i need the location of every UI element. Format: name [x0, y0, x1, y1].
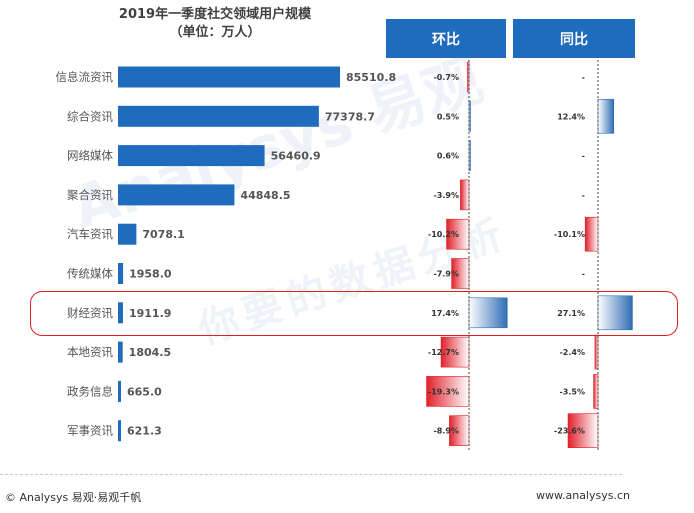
yoy-label: - — [582, 191, 585, 200]
footer-url: www.analysys.cn — [536, 489, 630, 502]
yoy-bar — [597, 295, 633, 331]
chart-title-line1: 2019年一季度社交领域用户规模 — [118, 7, 312, 22]
value-bar — [118, 223, 137, 245]
value-label: 56460.9 — [271, 150, 321, 163]
qoq-label: -7.9% — [433, 270, 459, 279]
category-label: 综合资讯 — [67, 109, 113, 123]
value-bar — [118, 145, 265, 167]
qoq-bar — [426, 376, 470, 407]
value-label: 44848.5 — [240, 189, 290, 202]
value-bar — [118, 380, 121, 402]
value-bar — [118, 341, 123, 363]
value-label: 1958.0 — [129, 268, 172, 281]
qoq-header: 环比 — [386, 19, 506, 58]
yoy-label: -2.4% — [559, 348, 585, 357]
category-label: 政务信息 — [67, 384, 113, 398]
value-label: 1804.5 — [129, 346, 171, 359]
yoy-bars: - 12.4% - - -10.1% - 27.1% -2.4% -3.5% -23.6% — [554, 60, 633, 452]
value-bar — [118, 66, 340, 88]
category-label: 网络媒体 — [67, 149, 113, 163]
qoq-label: -12.7% — [428, 348, 459, 357]
yoy-bar — [567, 413, 599, 449]
yoy-label: - — [582, 73, 585, 82]
footer-divider — [0, 474, 622, 475]
qoq-label: -0.7% — [433, 73, 459, 82]
value-bar — [118, 302, 123, 324]
value-bar — [118, 105, 319, 127]
qoq-bar — [468, 140, 471, 171]
qoq-label: -19.3% — [428, 387, 459, 396]
category-label: 军事资讯 — [67, 424, 113, 438]
value-label: 1911.9 — [129, 307, 171, 320]
highlight-frame — [30, 291, 678, 336]
yoy-header: 同比 — [513, 19, 635, 58]
qoq-bar — [440, 336, 470, 368]
yoy-label: - — [582, 152, 585, 161]
value-label: 7078.1 — [142, 228, 184, 241]
value-bar — [118, 184, 235, 206]
qoq-label: -10.2% — [428, 230, 459, 239]
main-bars: 信息流资讯 85510.8 综合资讯 77378.7 网络媒体 56460.9 聚合资讯 44… — [56, 66, 396, 442]
yoy-label: -23.6% — [554, 427, 585, 436]
qoq-label: -8.9% — [433, 427, 459, 436]
value-label: 77378.7 — [325, 110, 375, 123]
category-label: 信息流资讯 — [56, 70, 114, 84]
category-label: 汽车资讯 — [67, 227, 113, 241]
footer-copyright: © Analysys 易观·易观千帆 — [5, 491, 142, 504]
qoq-label: -3.9% — [433, 191, 459, 200]
yoy-label: 12.4% — [557, 112, 585, 121]
qoq-bar — [446, 218, 470, 250]
chart-title: 2019年一季度社交领域用户规模 （单位：万人） — [100, 6, 330, 42]
qoq-label: 17.4% — [431, 309, 459, 318]
yoy-label: -3.5% — [559, 387, 585, 396]
yoy-bar — [584, 216, 599, 252]
value-label: 665.0 — [127, 385, 162, 398]
category-label: 财经资讯 — [67, 306, 113, 320]
yoy-label: - — [582, 270, 585, 279]
yoy-label: -10.1% — [554, 230, 585, 239]
category-label: 聚合资讯 — [67, 188, 113, 202]
yoy-bar — [597, 99, 615, 134]
category-label: 传统媒体 — [67, 267, 113, 281]
value-label: 85510.8 — [346, 71, 396, 84]
value-bar — [118, 420, 121, 442]
category-label: 本地资讯 — [67, 345, 113, 359]
value-bar — [118, 263, 124, 284]
qoq-bar — [449, 415, 470, 447]
qoq-bar — [460, 179, 470, 211]
chart-title-line2: （单位：万人） — [169, 25, 261, 40]
qoq-label: 0.6% — [437, 152, 459, 161]
qoq-bars: -0.7% 0.5% 0.6% -3.9% -10.2% -7.9% 17.4% -12.7%… — [426, 60, 508, 452]
yoy-label: 27.1% — [557, 309, 585, 318]
qoq-label: 0.5% — [437, 112, 459, 121]
value-label: 621.3 — [127, 425, 162, 438]
yoy-bar — [593, 374, 599, 409]
